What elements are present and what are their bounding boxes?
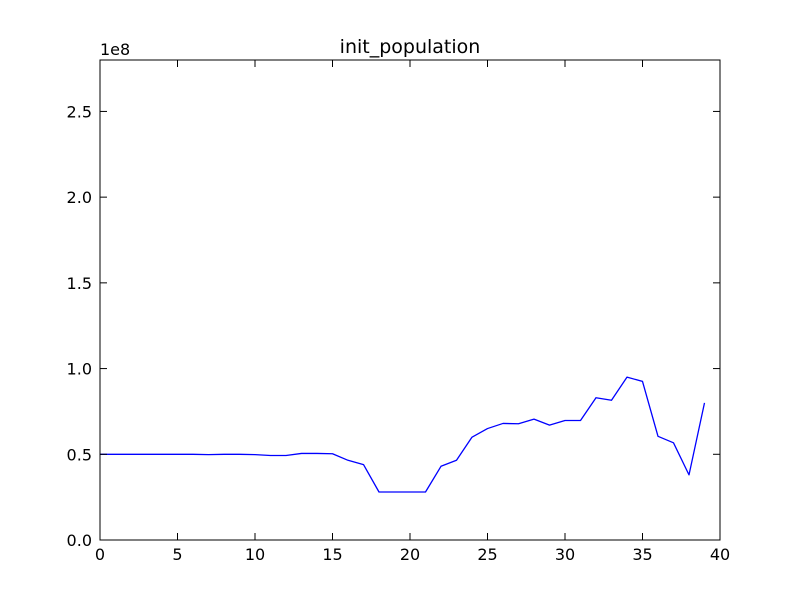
x-tick-label: 5 — [172, 545, 182, 564]
plot-area: 0 5 10 15 20 25 30 35 40 0.0 0.5 1.0 1.5 2.0 2.5 — [67, 59, 730, 564]
x-tick-label: 25 — [477, 545, 497, 564]
x-tick-label: 10 — [245, 545, 265, 564]
y-tick-label: 0.0 — [67, 531, 92, 550]
x-tick-label: 35 — [632, 545, 652, 564]
x-tick-label: 40 — [710, 545, 730, 564]
x-tick-label: 15 — [322, 545, 342, 564]
x-tick-label: 30 — [555, 545, 575, 564]
y-tick-label: 1.0 — [67, 360, 92, 379]
y-tick-label: 1.5 — [67, 274, 92, 293]
x-tick-label: 0 — [95, 545, 105, 564]
y-tick-label: 2.0 — [67, 188, 92, 207]
chart-title: init_population — [340, 36, 481, 58]
y-tick-label: 0.5 — [67, 445, 92, 464]
series-line-0 — [100, 376, 706, 493]
axes-frame — [99, 59, 721, 541]
y-offset-label: 1e8 — [100, 40, 130, 59]
x-tick-label: 20 — [400, 545, 420, 564]
y-tick-label: 2.5 — [67, 102, 92, 121]
